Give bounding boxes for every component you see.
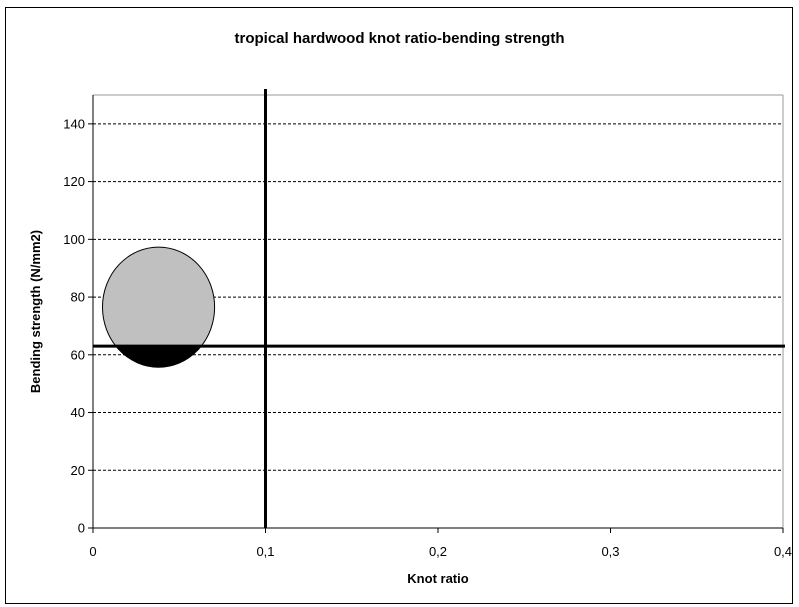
reference-lines — [93, 89, 785, 528]
x-tick-label-0: 0 — [89, 544, 96, 559]
ellipse-lower-0 — [115, 346, 202, 368]
axes — [88, 94, 784, 533]
y-tick-label-120: 120 — [63, 174, 85, 189]
x-tick-label-1: 0,1 — [256, 544, 274, 559]
ellipse-upper-0 — [102, 246, 216, 347]
x-tick-label-4: 0,4 — [774, 544, 792, 559]
y-tick-label-100: 100 — [63, 232, 85, 247]
tick-labels: 0 20 40 60 80 100 120 140 0 0,1 0,2 0,3 0,4 — [63, 116, 792, 559]
chart-title: tropical hardwood knot ratio-bending str… — [234, 30, 565, 47]
y-tick-label-80: 80 — [71, 290, 85, 305]
grid-lines — [93, 123, 783, 471]
y-tick-label-0: 0 — [78, 521, 85, 536]
data-marks — [102, 246, 216, 368]
y-axis-label: Bending strength (N/mm2) — [28, 230, 43, 393]
y-tick-label-60: 60 — [71, 347, 85, 362]
x-tick-label-3: 0,3 — [601, 544, 619, 559]
y-tick-label-20: 20 — [71, 463, 85, 478]
y-tick-label-40: 40 — [71, 405, 85, 420]
x-axis-label: Knot ratio — [407, 571, 468, 586]
x-tick-label-2: 0,2 — [429, 544, 447, 559]
y-tick-label-140: 140 — [63, 116, 85, 131]
